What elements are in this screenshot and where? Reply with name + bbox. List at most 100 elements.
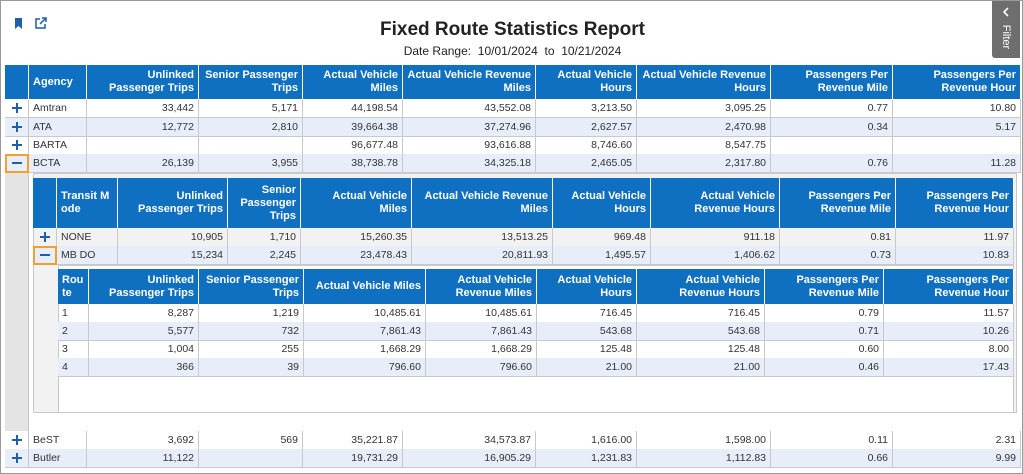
data-cell: 13,513.25 [412,228,553,247]
data-cell: 0.76 [771,154,893,173]
data-cell: 1,219 [199,304,304,323]
row-label: NONE [57,228,118,247]
data-cell: 37,274.96 [403,118,536,137]
data-cell: 35,221.87 [303,431,403,450]
data-cell: 796.60 [426,358,537,377]
report-title: Fixed Route Statistics Report [380,19,645,40]
data-cell: 2,470.98 [637,118,771,137]
column-header: Transit Mode [57,178,118,228]
data-cell: 34,573.87 [403,431,536,450]
data-cell: 44,198.54 [303,99,403,118]
data-cell: 2.31 [893,431,1021,450]
data-cell: 5.17 [893,118,1021,137]
data-cell: 38,738.78 [303,154,403,173]
data-cell: 0.77 [771,99,893,118]
row-label: BCTA [29,154,87,173]
data-cell: 8,547.75 [637,136,771,155]
data-cell: 732 [199,322,304,341]
data-cell [199,136,303,155]
data-cell [771,136,893,155]
data-cell [893,136,1021,155]
data-cell: 125.48 [537,340,637,359]
expand-button[interactable] [5,431,29,450]
data-cell: 7,861.43 [426,322,537,341]
collapse-icon [11,162,22,164]
data-cell: 33,442 [87,99,199,118]
data-cell: 2,627.57 [536,118,637,137]
data-cell: 2,245 [228,246,301,265]
data-cell: 15,234 [118,246,228,265]
column-header: Passengers Per Revenue Hour [893,65,1021,99]
data-cell: 2,810 [199,118,303,137]
header-cell [33,178,57,228]
row-label: 4 [58,358,89,377]
column-header: Route [58,269,89,304]
data-cell: 8,287 [89,304,199,323]
data-cell: 796.60 [304,358,426,377]
data-cell: 716.45 [637,304,765,323]
data-cell: 10,905 [118,228,228,247]
open-external-icon[interactable] [34,17,47,30]
row-label: 3 [58,340,89,359]
expand-button[interactable] [5,136,29,155]
column-header: Senior Passenger Trips [199,269,304,304]
column-header: Actual Vehicle Hours [536,65,637,99]
data-cell: 11.28 [893,154,1021,173]
data-cell: 8,746.60 [536,136,637,155]
data-cell: 21.00 [537,358,637,377]
data-cell: 8.00 [884,340,1014,359]
data-cell: 10.83 [896,246,1014,265]
end-date: 10/21/2024 [561,44,622,58]
data-cell: 10.26 [884,322,1014,341]
start-date: 10/01/2024 [477,44,538,58]
expand-button[interactable] [33,228,57,247]
data-cell: 1,616.00 [536,431,637,450]
column-header: Actual Vehicle Hours [553,178,651,228]
data-cell: 34,325.18 [403,154,536,173]
data-cell: 15,260.35 [301,228,412,247]
filter-tab[interactable]: Filter [992,1,1020,58]
row-label: Amtran [29,99,87,118]
row-label: BeST [29,431,87,450]
data-cell: 10,485.61 [426,304,537,323]
column-header: Actual Vehicle Revenue Hours [651,178,780,228]
data-cell [199,449,303,468]
expand-button[interactable] [5,118,29,137]
chevron-icon [1002,7,1009,17]
data-cell: 19,731.29 [303,449,403,468]
data-cell: 0.34 [771,118,893,137]
column-header: Actual Vehicle Revenue Miles [426,269,537,304]
bookmark-icon[interactable] [13,17,25,31]
data-cell: 125.48 [637,340,765,359]
column-header: Senior Passenger Trips [199,65,303,99]
column-header: Passengers Per Revenue Hour [896,178,1014,228]
data-cell: 366 [89,358,199,377]
collapse-button[interactable] [5,154,29,173]
column-header: Passengers Per Revenue Mile [771,65,893,99]
data-cell: 3,213.50 [536,99,637,118]
expand-button[interactable] [5,449,29,468]
data-cell: 1,598.00 [637,431,771,450]
filter-label: Filter [1000,24,1012,50]
data-cell [87,136,199,155]
data-cell: 1,231.83 [536,449,637,468]
data-cell: 0.66 [771,449,893,468]
expand-button[interactable] [5,99,29,118]
data-cell: 3,955 [199,154,303,173]
date-range-label: Date Range: [403,44,472,58]
data-cell: 11.57 [884,304,1014,323]
column-header: Unlinked Passenger Trips [87,65,199,99]
column-header: Actual Vehicle Miles [304,269,426,304]
row-label: 1 [58,304,89,323]
data-cell: 11.97 [896,228,1014,247]
data-cell: 9.99 [893,449,1021,468]
data-cell: 7,861.43 [304,322,426,341]
data-cell: 3,095.25 [637,99,771,118]
column-header: Passengers Per Revenue Mile [780,178,896,228]
data-cell: 10.80 [893,99,1021,118]
data-cell: 969.48 [553,228,651,247]
collapse-button[interactable] [33,246,57,265]
data-cell: 39 [199,358,304,377]
column-header: Unlinked Passenger Trips [89,269,199,304]
data-cell: 0.46 [765,358,884,377]
